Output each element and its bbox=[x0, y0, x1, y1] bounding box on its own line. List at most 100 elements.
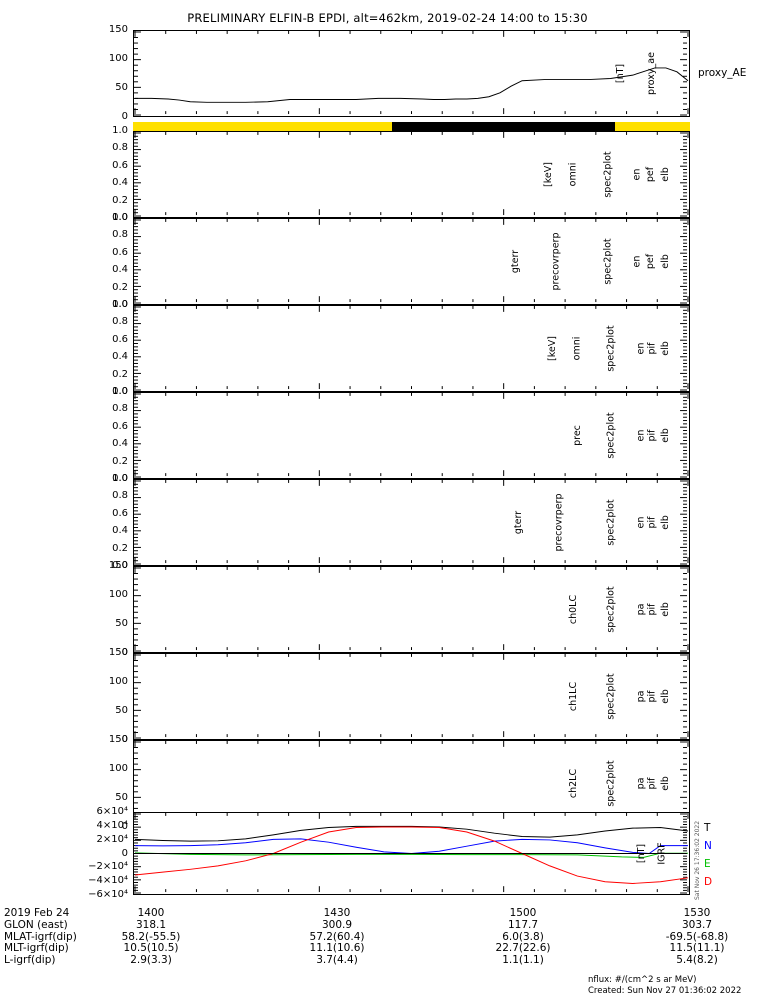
y-tick-label: 0.2 bbox=[112, 281, 128, 293]
ephemeris-value: 318.1 bbox=[135, 918, 167, 931]
y-tick-label: 0.8 bbox=[112, 142, 128, 154]
created-timestamp: Created: Sun Nov 27 01:36:02 2022 bbox=[588, 985, 742, 996]
y-axis-title-line: spec2plot bbox=[605, 499, 617, 546]
ephemeris-row: L-igrf(dip) 2.9(3.3) 3.7(4.4) 1.1(1.1) 5.4(8… bbox=[4, 954, 772, 967]
y-tick-label: 0.0 bbox=[112, 386, 128, 397]
y-tick-label: 0 bbox=[121, 821, 128, 832]
credits-block: nflux: #/(cm^2 s ar MeV) Created: Sun No… bbox=[588, 975, 741, 996]
ephemeris-value: 3.7(4.4) bbox=[316, 954, 358, 967]
y-axis-title-line: pif bbox=[646, 690, 658, 703]
x-axis-tick-label: 1430 bbox=[323, 907, 351, 919]
y-axis-title-line: en bbox=[635, 429, 647, 442]
y-axis-title-pef-en-precovrperp: elb pef en spec2plot precovrperp gterr bbox=[8, 218, 673, 305]
y-axis-title-line: prec bbox=[572, 425, 584, 446]
y-axis-title-line: pif bbox=[646, 342, 658, 355]
y-axis-title-line: ch2LC bbox=[568, 768, 580, 799]
y-tick-label: 0 bbox=[121, 647, 128, 658]
y-tick-label: 0 bbox=[121, 734, 128, 745]
y-tick-label: 1.0 bbox=[112, 212, 128, 223]
bottom-ephemeris-table: 2019 Feb 24 1400 1430 1500 1530 GLON (east) 31… bbox=[4, 907, 772, 967]
y-tick-label: 0.2 bbox=[112, 455, 128, 467]
ephemeris-row-label: GLON (east) bbox=[4, 918, 68, 931]
y-axis-title-line: precovrperp bbox=[550, 232, 562, 291]
y-tick-label: 0.4 bbox=[112, 438, 128, 450]
ephemeris-value: 300.9 bbox=[321, 918, 353, 931]
y-tick-label: 0.6 bbox=[112, 246, 128, 258]
ephemeris-row: GLON (east) 318.1 300.9 117.7 303.7 bbox=[4, 918, 772, 932]
y-axis-title-line: gterr bbox=[513, 510, 525, 535]
y-tick-label: 0.6 bbox=[112, 420, 128, 432]
y-axis-title-line: en bbox=[635, 342, 647, 355]
y-axis-ticks-pif-en-omni: 1.0 0.8 0.6 0.4 0.2 0.0 bbox=[0, 300, 132, 397]
y-tick-label: −6×10⁴ bbox=[88, 889, 128, 900]
panel-igrf bbox=[133, 812, 690, 895]
y-tick-label: 50 bbox=[115, 705, 128, 716]
y-axis-title-line: [keV] bbox=[546, 336, 558, 361]
y-axis-title-line: ch0LC bbox=[568, 594, 580, 625]
panel-pif-en-omni bbox=[133, 305, 690, 392]
y-tick-label: 100 bbox=[108, 676, 128, 687]
page-title: PRELIMINARY ELFIN-B EPDI, alt=462km, 201… bbox=[187, 11, 588, 25]
y-tick-label: 0.2 bbox=[112, 368, 128, 380]
status-bar-black bbox=[392, 122, 615, 131]
ephemeris-row-label: L-igrf(dip) bbox=[4, 954, 56, 967]
ephemeris-value: -69.5(-68.8) bbox=[665, 930, 729, 943]
x-axis-tick-label: 1400 bbox=[137, 907, 165, 919]
y-axis-title-line: pif bbox=[646, 603, 658, 616]
y-axis-title-line: spec2plot bbox=[605, 325, 617, 372]
y-axis-title-line: elb bbox=[660, 254, 672, 269]
y-tick-label: 6×10⁴ bbox=[96, 806, 128, 817]
y-axis-title-line: pif bbox=[646, 516, 658, 529]
ephemeris-value: 11.5(11.1) bbox=[669, 942, 725, 955]
y-axis-title-line: pa bbox=[635, 603, 647, 616]
y-axis-title-line: pif bbox=[646, 777, 658, 790]
y-axis-title-line: spec2plot bbox=[605, 673, 617, 720]
y-axis-title-line: [nT] bbox=[635, 843, 647, 864]
ephemeris-row-label: 2019 Feb 24 bbox=[4, 907, 70, 919]
y-tick-label: 50 bbox=[115, 82, 128, 93]
panel-pif-en-prec bbox=[133, 392, 690, 479]
y-axis-title-line: en bbox=[635, 516, 647, 529]
ephemeris-value: 6.0(3.8) bbox=[502, 930, 544, 943]
ephemeris-value: 22.7(22.6) bbox=[495, 942, 551, 955]
y-axis-title-pif-pa-ch1lc: elb pif pa spec2plot ch1LC bbox=[8, 653, 673, 740]
y-tick-label: 0.0 bbox=[112, 212, 128, 223]
y-tick-label: 4×10⁴ bbox=[96, 819, 128, 831]
ephemeris-value: 58.2(-55.5) bbox=[121, 930, 181, 943]
ephemeris-row: 2019 Feb 24 1400 1430 1500 1530 bbox=[4, 907, 772, 920]
legend-item-t: T bbox=[704, 822, 711, 834]
y-axis-title-line: elb bbox=[660, 776, 672, 791]
y-axis-title-line: spec2plot bbox=[605, 412, 617, 459]
y-tick-label: 100 bbox=[108, 763, 128, 774]
y-axis-title-line: [nT] bbox=[614, 63, 626, 84]
x-axis-tick-label: 1530 bbox=[683, 907, 711, 919]
legend-proxy-ae: proxy_AE bbox=[698, 66, 747, 79]
y-axis-title-line: elb bbox=[660, 167, 672, 182]
y-axis-title-line: proxy_ae bbox=[646, 52, 658, 95]
legend-item-n: N bbox=[704, 840, 712, 852]
y-tick-label: 0.6 bbox=[112, 159, 128, 171]
ephemeris-row: MLAT-igrf(dip) 58.2(-55.5) 57.2(60.4) 6.0(3… bbox=[4, 930, 772, 944]
y-axis-title-line: pif bbox=[646, 429, 658, 442]
y-tick-label: 0.0 bbox=[112, 299, 128, 310]
y-tick-label: 0.4 bbox=[112, 177, 128, 189]
y-axis-title-line: spec2plot bbox=[605, 586, 617, 633]
panel-pif-en-precovrperp bbox=[133, 479, 690, 566]
y-tick-label: 0.8 bbox=[112, 490, 128, 502]
y-tick-label: 100 bbox=[108, 589, 128, 600]
y-axis-title-line: spec2plot bbox=[602, 238, 614, 285]
y-axis-title-line: en bbox=[631, 168, 643, 181]
y-tick-label: 0.8 bbox=[112, 229, 128, 241]
y-axis-title-pif-en-precovrperp: elb pif en spec2plot precovrperp gterr bbox=[8, 479, 673, 566]
y-tick-label: 50 bbox=[115, 618, 128, 629]
ephemeris-value: 10.5(10.5) bbox=[123, 942, 179, 955]
y-axis-title-line: spec2plot bbox=[602, 151, 614, 198]
y-axis-title-line: omni bbox=[567, 162, 579, 187]
y-axis-ticks-proxy-ae: 150 100 50 0 bbox=[0, 25, 132, 122]
y-axis-ticks-pif-pa-ch2lc: 150 100 50 0 bbox=[0, 735, 132, 832]
y-tick-label: 50 bbox=[115, 792, 128, 803]
y-axis-title-pef-en-omni: elb pef en spec2plot omni [keV] bbox=[8, 131, 673, 218]
y-axis-title-line: [keV] bbox=[543, 162, 555, 187]
y-tick-label: 150 bbox=[108, 647, 128, 658]
panel-pef-en-omni bbox=[133, 131, 690, 218]
